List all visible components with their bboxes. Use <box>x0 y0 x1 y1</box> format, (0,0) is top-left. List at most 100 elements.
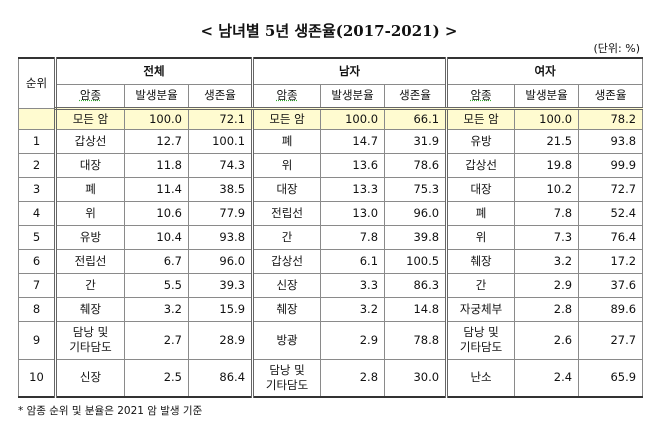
cancer-name: 유방 <box>54 224 125 250</box>
value-cell: 37.6 <box>578 272 644 298</box>
cancer-name: 담낭 및 기타담도 <box>445 320 516 360</box>
column-header: 암종 <box>251 83 322 110</box>
value-cell: 17.2 <box>578 248 644 274</box>
value-cell: 6.1 <box>320 248 386 274</box>
cancer-name: 갑상선 <box>251 248 322 274</box>
rank-cell: 2 <box>18 152 56 178</box>
value-cell: 13.6 <box>320 152 386 178</box>
value-cell: 77.9 <box>187 200 254 226</box>
table-row: 암종 발생분율 생존율 암종 발생분율 생존율 암종 발생분율 생존율 <box>19 83 644 110</box>
value-cell: 21.5 <box>514 128 580 154</box>
value-cell: 2.6 <box>514 320 580 360</box>
value-cell: 39.8 <box>384 224 448 250</box>
value-cell: 100.0 <box>124 107 189 130</box>
unit-note: (단위: %) <box>593 42 640 55</box>
value-cell: 10.6 <box>124 200 189 226</box>
value-cell: 10.2 <box>514 176 580 202</box>
cancer-name: 위 <box>54 200 125 226</box>
value-cell: 15.9 <box>187 296 254 322</box>
column-header: 생존율 <box>384 83 448 110</box>
value-cell: 72.1 <box>187 107 254 130</box>
value-cell: 52.4 <box>578 200 644 226</box>
value-cell: 78.6 <box>384 152 448 178</box>
cancer-name: 간 <box>251 224 322 250</box>
value-cell: 3.3 <box>320 272 386 298</box>
value-cell: 30.0 <box>384 358 448 398</box>
value-cell: 5.5 <box>124 272 189 298</box>
value-cell: 100.0 <box>320 107 386 130</box>
rank-cell: 1 <box>18 128 56 154</box>
cancer-name: 췌장 <box>251 296 322 322</box>
cancer-name: 담낭 및 기타담도 <box>251 358 322 398</box>
cancer-name: 모든 암 <box>445 107 516 130</box>
cancer-name: 갑상선 <box>54 128 125 154</box>
column-header: 발생분율 <box>320 83 386 110</box>
table-row: 6 전립선 6.7 96.0 갑상선 6.1 100.5 췌장 3.2 17.2 <box>18 248 644 274</box>
rank-header: 순위 <box>18 57 56 109</box>
column-header: 생존율 <box>578 83 644 110</box>
cancer-name: 폐 <box>445 200 516 226</box>
value-cell: 96.0 <box>384 200 448 226</box>
value-cell: 65.9 <box>578 358 644 398</box>
value-cell: 39.3 <box>187 272 254 298</box>
cancer-name: 간 <box>54 272 125 298</box>
value-cell: 13.3 <box>320 176 386 202</box>
title: < 남녀별 5년 생존율(2017-2021) > <box>200 22 458 40</box>
table-row: 10 신장 2.5 86.4 담낭 및 기타담도 2.8 30.0 난소 2.4 65.9 <box>18 358 644 398</box>
table-row: 모든 암 100.0 72.1 모든 암 100.0 66.1 모든 암 100.0 78.2 <box>18 107 644 130</box>
value-cell: 28.9 <box>187 320 254 360</box>
value-cell: 7.8 <box>514 200 580 226</box>
cancer-name: 모든 암 <box>54 107 125 130</box>
rank-cell <box>18 107 56 130</box>
value-cell: 75.3 <box>384 176 448 202</box>
cancer-name: 대장 <box>54 152 125 178</box>
value-cell: 100.0 <box>514 107 580 130</box>
rank-cell: 7 <box>18 272 56 298</box>
table-row: 7 간 5.5 39.3 신장 3.3 86.3 간 2.9 37.6 <box>18 272 644 298</box>
column-header-text: 암종 <box>276 88 298 102</box>
rank-cell: 8 <box>18 296 56 322</box>
column-header: 발생분율 <box>124 83 189 110</box>
value-cell: 2.8 <box>320 358 386 398</box>
cancer-name: 난소 <box>445 358 516 398</box>
table-row: 3 폐 11.4 38.5 대장 13.3 75.3 대장 10.2 72.7 <box>18 176 644 202</box>
value-cell: 10.4 <box>124 224 189 250</box>
value-cell: 89.6 <box>578 296 644 322</box>
value-cell: 96.0 <box>187 248 254 274</box>
value-cell: 2.7 <box>124 320 189 360</box>
value-cell: 6.7 <box>124 248 189 274</box>
column-header-text: 암종 <box>79 88 102 102</box>
value-cell: 11.4 <box>124 176 189 202</box>
table-row: 8 췌장 3.2 15.9 췌장 3.2 14.8 자궁체부 2.8 89.6 <box>18 296 644 322</box>
table-row: 5 유방 10.4 93.8 간 7.8 39.8 위 7.3 76.4 <box>18 224 644 250</box>
column-header: 발생분율 <box>514 83 580 110</box>
value-cell: 74.3 <box>187 152 254 178</box>
cancer-name: 전립선 <box>251 200 322 226</box>
cancer-name: 췌장 <box>54 296 125 322</box>
value-cell: 14.7 <box>320 128 386 154</box>
value-cell: 93.8 <box>187 224 254 250</box>
table-row: 4 위 10.6 77.9 전립선 13.0 96.0 폐 7.8 52.4 <box>18 200 644 226</box>
value-cell: 2.9 <box>320 320 386 360</box>
rank-cell: 9 <box>18 320 56 360</box>
value-cell: 11.8 <box>124 152 189 178</box>
table-row: 2 대장 11.8 74.3 위 13.6 78.6 갑상선 19.8 99.9 <box>18 152 644 178</box>
cancer-name: 모든 암 <box>251 107 322 130</box>
rank-cell: 5 <box>18 224 56 250</box>
cancer-name: 자궁체부 <box>445 296 516 322</box>
cancer-name: 갑상선 <box>445 152 516 178</box>
cancer-name: 전립선 <box>54 248 125 274</box>
column-header-text: 암종 <box>470 88 492 102</box>
cancer-name: 대장 <box>445 176 516 202</box>
cancer-name: 위 <box>445 224 516 250</box>
cancer-name: 췌장 <box>445 248 516 274</box>
table-row: 1 갑상선 12.7 100.1 폐 14.7 31.9 유방 21.5 93.8 <box>18 128 644 154</box>
group-header: 여자 <box>445 57 644 85</box>
cancer-name: 방광 <box>251 320 322 360</box>
cancer-name: 담낭 및 기타담도 <box>54 320 125 360</box>
table-row: 순위 전체 남자 여자 <box>18 57 644 109</box>
column-header: 암종 <box>445 83 516 110</box>
value-cell: 78.8 <box>384 320 448 360</box>
